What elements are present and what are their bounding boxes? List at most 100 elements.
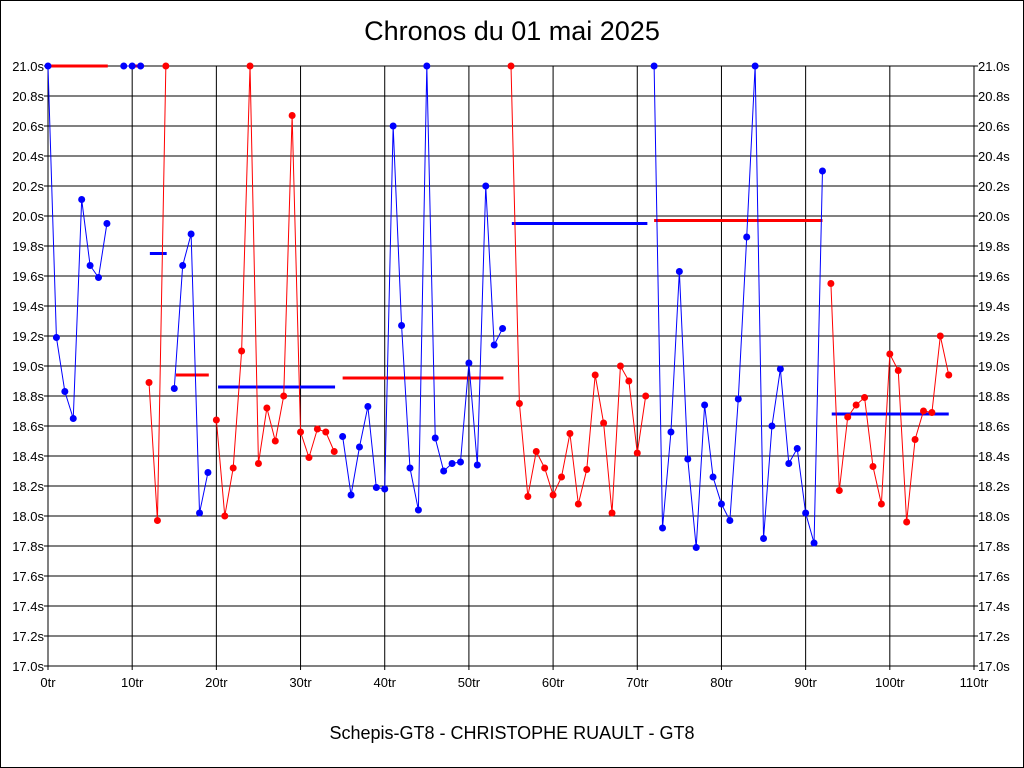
y-tick-label-right: 19.2s bbox=[978, 329, 1010, 344]
y-tick-label: 20.4s bbox=[12, 149, 44, 164]
chart-title: Chronos du 01 mai 2025 bbox=[364, 16, 660, 46]
data-point-blue bbox=[95, 274, 103, 281]
data-point-red bbox=[911, 436, 919, 443]
data-point-red bbox=[903, 518, 911, 526]
data-point-red bbox=[288, 112, 296, 119]
data-point-red bbox=[852, 401, 860, 409]
data-point-blue bbox=[187, 230, 195, 238]
y-tick-label-right: 18.4s bbox=[978, 449, 1010, 464]
y-tick-label: 18.2s bbox=[12, 479, 44, 494]
data-point-red bbox=[835, 487, 843, 494]
data-point-red bbox=[263, 404, 271, 412]
data-point-red bbox=[145, 379, 153, 386]
data-point-blue bbox=[431, 434, 439, 442]
data-point-blue bbox=[776, 365, 784, 373]
data-point-blue bbox=[137, 62, 145, 70]
y-tick-label-right: 17.0s bbox=[978, 659, 1010, 674]
y-tick-label: 21.0s bbox=[12, 59, 44, 74]
data-point-blue bbox=[734, 395, 742, 403]
y-tick-label-right: 20.2s bbox=[978, 179, 1010, 194]
y-tick-label: 20.6s bbox=[12, 119, 44, 134]
data-point-blue bbox=[196, 509, 204, 517]
data-point-blue bbox=[204, 469, 212, 476]
data-point-blue bbox=[717, 500, 725, 508]
y-tick-label: 20.0s bbox=[12, 209, 44, 224]
x-axis-label: Schepis-GT8 - CHRISTOPHE RUAULT - GT8 bbox=[329, 723, 695, 743]
series-line-red bbox=[215, 65, 335, 517]
y-tick-label: 19.6s bbox=[12, 269, 44, 284]
data-point-red bbox=[246, 62, 254, 70]
data-point-red bbox=[549, 491, 557, 499]
data-point-red bbox=[877, 500, 885, 508]
data-point-red bbox=[254, 460, 262, 467]
data-point-red bbox=[936, 332, 944, 340]
data-point-red bbox=[229, 464, 237, 472]
y-tick-label-right: 17.2s bbox=[978, 629, 1010, 644]
data-point-blue bbox=[802, 509, 810, 517]
data-point-blue bbox=[381, 485, 389, 493]
data-point-blue bbox=[743, 233, 751, 241]
data-point-red bbox=[558, 473, 566, 481]
data-point-red bbox=[313, 425, 321, 433]
data-point-blue bbox=[69, 415, 77, 422]
y-tick-label-right: 20.0s bbox=[978, 209, 1010, 224]
data-point-red bbox=[633, 449, 641, 457]
data-point-blue bbox=[170, 385, 178, 392]
data-point-red bbox=[162, 62, 170, 70]
data-point-red bbox=[322, 428, 330, 436]
data-point-red bbox=[297, 428, 305, 436]
data-point-red bbox=[919, 407, 927, 415]
series-line-red bbox=[510, 65, 647, 514]
data-point-blue bbox=[760, 535, 768, 542]
data-point-blue bbox=[372, 484, 380, 491]
data-point-blue bbox=[61, 388, 69, 395]
x-tick-label: 70tr bbox=[626, 675, 649, 690]
data-point-blue bbox=[675, 268, 683, 275]
series-line-blue bbox=[653, 65, 823, 548]
data-point-blue bbox=[785, 460, 793, 467]
series-line-blue bbox=[342, 65, 504, 511]
data-point-blue bbox=[128, 62, 136, 70]
y-tick-label: 17.4s bbox=[12, 599, 44, 614]
y-tick-label-right: 19.8s bbox=[978, 239, 1010, 254]
data-point-blue bbox=[389, 122, 397, 130]
data-point-blue bbox=[473, 461, 481, 469]
data-point-blue bbox=[398, 322, 406, 329]
y-tick-label: 19.0s bbox=[12, 359, 44, 374]
data-point-red bbox=[330, 448, 338, 455]
data-point-blue bbox=[810, 539, 818, 547]
data-point-red bbox=[625, 377, 633, 385]
data-point-red bbox=[515, 400, 523, 407]
x-tick-label: 10tr bbox=[121, 675, 144, 690]
x-tick-label: 30tr bbox=[289, 675, 312, 690]
data-point-red bbox=[827, 280, 835, 287]
y-tick-label: 20.2s bbox=[12, 179, 44, 194]
data-point-red bbox=[886, 350, 894, 358]
y-tick-label-right: 20.6s bbox=[978, 119, 1010, 134]
x-tick-label: 50tr bbox=[458, 675, 481, 690]
data-point-red bbox=[238, 347, 246, 355]
data-point-blue bbox=[440, 467, 448, 475]
data-point-red bbox=[861, 394, 869, 401]
data-point-blue bbox=[423, 62, 431, 70]
x-tick-label: 40tr bbox=[374, 675, 397, 690]
data-point-red bbox=[600, 419, 608, 427]
x-tick-label: 0tr bbox=[40, 675, 56, 690]
data-point-red bbox=[541, 464, 549, 472]
data-point-blue bbox=[482, 182, 490, 190]
y-tick-label: 17.8s bbox=[12, 539, 44, 554]
data-point-red bbox=[507, 62, 515, 70]
x-tick-label: 60tr bbox=[542, 675, 565, 690]
y-tick-label: 17.2s bbox=[12, 629, 44, 644]
y-tick-label-right: 20.8s bbox=[978, 89, 1010, 104]
x-tick-label: 90tr bbox=[794, 675, 817, 690]
y-tick-label-right: 19.6s bbox=[978, 269, 1010, 284]
data-point-blue bbox=[684, 455, 692, 463]
data-point-blue bbox=[120, 62, 128, 70]
data-point-blue bbox=[78, 196, 86, 203]
y-tick-label: 20.8s bbox=[12, 89, 44, 104]
y-tick-label-right: 18.2s bbox=[978, 479, 1010, 494]
x-tick-label: 80tr bbox=[710, 675, 733, 690]
data-point-red bbox=[153, 517, 161, 524]
